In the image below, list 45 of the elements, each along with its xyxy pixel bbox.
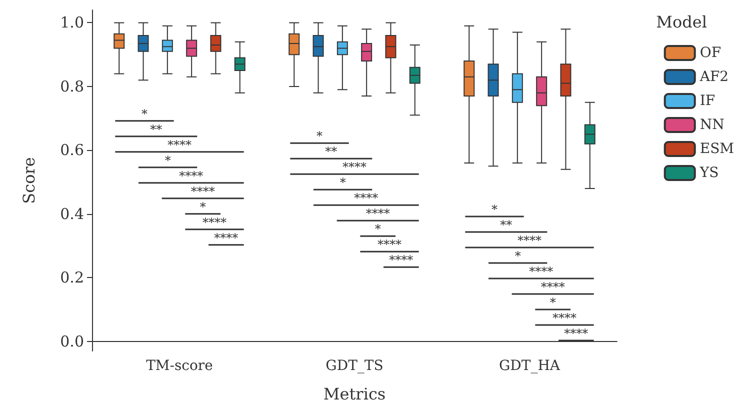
- y-tick-label: 0.0: [60, 332, 84, 350]
- annotation: ****: [190, 184, 215, 198]
- annotation: ****: [552, 310, 576, 325]
- y-tick-label: 0.6: [60, 141, 84, 160]
- annotation: ****: [378, 238, 402, 252]
- annotation: *: [200, 200, 206, 214]
- annotation: *: [164, 153, 171, 168]
- annotation: ****: [168, 138, 192, 152]
- annotation: *: [374, 222, 381, 236]
- y-tick-label: 0.8: [60, 77, 84, 96]
- y-tick-label: 0.4: [60, 204, 84, 223]
- annotation: ****: [518, 233, 542, 248]
- legend-label: NN: [700, 117, 724, 133]
- annotation: ****: [389, 253, 414, 268]
- annotation: ****: [540, 280, 565, 294]
- legend-label: IF: [700, 93, 716, 109]
- x-tick-label: TM-score: [146, 358, 213, 374]
- legend-label: OF: [700, 45, 722, 61]
- annotation: ****: [342, 160, 366, 174]
- y-tick-label: 0.2: [60, 268, 84, 287]
- annotation: ****: [214, 230, 238, 245]
- y-axis-title: Score: [20, 157, 38, 204]
- annotation: *: [142, 106, 148, 121]
- legend-title: Model: [656, 12, 707, 32]
- annotation: ****: [564, 326, 588, 340]
- x-axis-title: Metrics: [323, 384, 386, 404]
- y-tick-label: 1.0: [60, 14, 84, 32]
- annotation: ****: [179, 168, 204, 183]
- annotation: ****: [529, 264, 554, 278]
- annotation: ****: [366, 206, 390, 221]
- x-tick-label: GDT_HA: [498, 358, 561, 374]
- annotation: **: [500, 218, 512, 232]
- legend-label: AF2: [698, 69, 729, 85]
- legend-label: ESM: [700, 141, 734, 157]
- annotation: ****: [202, 215, 226, 230]
- annotation: *: [550, 295, 556, 310]
- x-tick-label: GDT_TS: [326, 358, 384, 374]
- legend-label: YS: [698, 165, 719, 181]
- annotation: ****: [354, 191, 378, 206]
- annotation: *: [514, 248, 521, 263]
- annotation: *: [340, 176, 346, 190]
- annotation: *: [492, 202, 498, 216]
- annotation: **: [150, 122, 162, 136]
- annotation: *: [316, 129, 322, 144]
- annotation: **: [325, 144, 338, 159]
